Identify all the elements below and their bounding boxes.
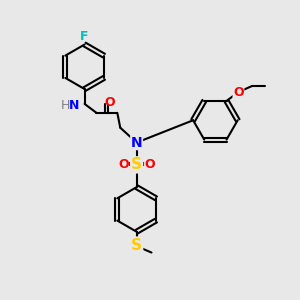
Text: F: F	[80, 30, 89, 43]
Text: N: N	[69, 99, 80, 112]
Text: O: O	[145, 158, 155, 171]
Text: S: S	[131, 238, 142, 253]
Text: O: O	[233, 85, 244, 99]
Text: O: O	[105, 96, 115, 109]
Text: N: N	[131, 136, 142, 150]
Text: O: O	[118, 158, 129, 171]
Text: H: H	[61, 99, 70, 112]
Text: S: S	[131, 158, 142, 172]
